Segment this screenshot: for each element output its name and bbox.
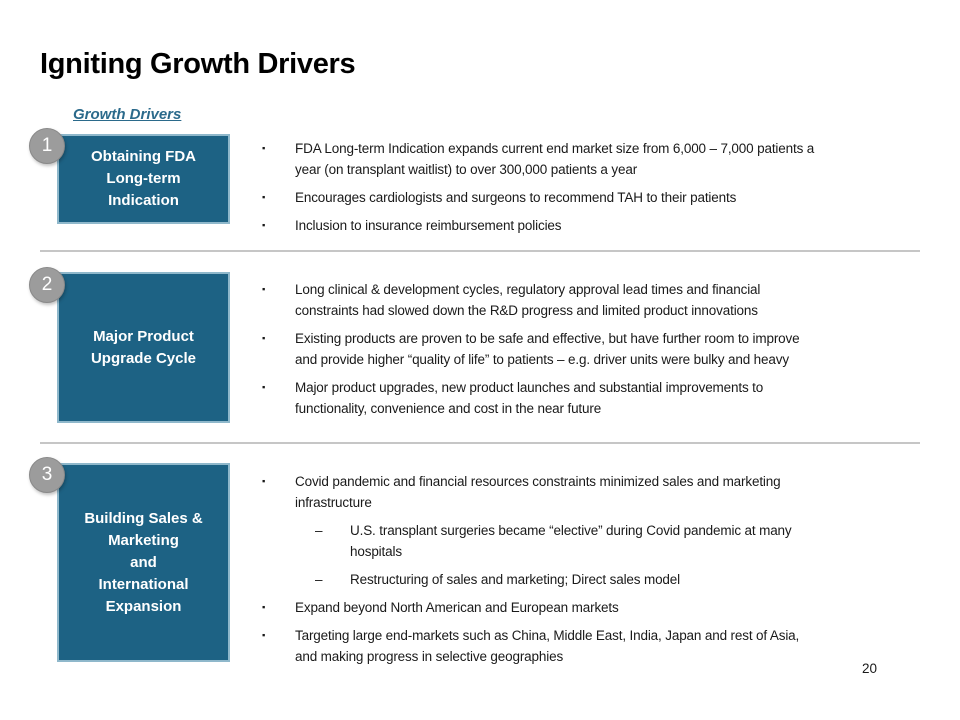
section-divider-1: [40, 250, 920, 252]
bullet-text: Major product upgrades, new product laun…: [295, 380, 764, 416]
bullet-square-icon: ▪: [262, 333, 266, 344]
bullet-item: ▪ Long clinical & development cycles, re…: [262, 279, 924, 321]
bullet-square-icon: ▪: [262, 630, 266, 641]
driver-box-2: Major Product Upgrade Cycle: [57, 272, 230, 423]
bullet-text: Encourages cardiologists and surgeons to…: [295, 190, 737, 205]
step-number-badge-1: 1: [29, 128, 65, 164]
bullet-item: ▪ FDA Long-term Indication expands curre…: [262, 138, 924, 180]
bullet-square-icon: ▪: [262, 192, 266, 203]
driver-box-3: Building Sales & Marketing and Internati…: [57, 463, 230, 662]
bullet-square-icon: ▪: [262, 382, 266, 393]
bullet-text: FDA Long-term Indication expands current…: [295, 141, 815, 177]
bullet-list-2: ▪ Long clinical & development cycles, re…: [262, 279, 924, 426]
bullet-item: ▪ Encourages cardiologists and surgeons …: [262, 187, 924, 208]
step-number-badge-3: 3: [29, 457, 65, 493]
bullet-item: ▪ Existing products are proven to be saf…: [262, 328, 924, 370]
bullet-text: Covid pandemic and financial resources c…: [295, 474, 781, 510]
bullet-item: ▪ Targeting large end-markets such as Ch…: [262, 625, 924, 667]
bullet-item: ▪ Inclusion to insurance reimbursement p…: [262, 215, 924, 236]
growth-drivers-heading: Growth Drivers: [73, 106, 182, 123]
bullet-square-icon: ▪: [262, 602, 266, 613]
driver-box-1: Obtaining FDA Long-term Indication: [57, 134, 230, 224]
bullet-item: ▪ Expand beyond North American and Europ…: [262, 597, 924, 618]
bullet-list-1: ▪ FDA Long-term Indication expands curre…: [262, 138, 924, 243]
sub-bullet-text: Restructuring of sales and marketing; Di…: [350, 572, 680, 587]
bullet-list-3: ▪ Covid pandemic and financial resources…: [262, 471, 924, 674]
section-divider-2: [40, 442, 920, 444]
bullet-square-icon: ▪: [262, 143, 266, 154]
step-number-badge-2: 2: [29, 267, 65, 303]
page-number: 20: [862, 661, 878, 676]
dash-icon: –: [315, 523, 323, 538]
bullet-item: ▪ Major product upgrades, new product la…: [262, 377, 924, 419]
sub-bullet-item: – U.S. transplant surgeries became “elec…: [315, 520, 924, 562]
bullet-text: Long clinical & development cycles, regu…: [295, 282, 761, 318]
bullet-text: Targeting large end-markets such as Chin…: [295, 628, 800, 664]
bullet-text: Expand beyond North American and Europea…: [295, 600, 619, 615]
bullet-square-icon: ▪: [262, 476, 266, 487]
step-number-1: 1: [41, 135, 53, 156]
step-number-2: 2: [41, 274, 53, 295]
driver-box-1-label: Obtaining FDA Long-term Indication: [91, 148, 196, 209]
driver-box-3-label: Building Sales & Marketing and Internati…: [84, 509, 203, 615]
bullet-square-icon: ▪: [262, 220, 266, 231]
bullet-text: Inclusion to insurance reimbursement pol…: [295, 218, 562, 233]
bullet-square-icon: ▪: [262, 284, 266, 295]
dash-icon: –: [315, 572, 323, 587]
bullet-text: Existing products are proven to be safe …: [295, 331, 800, 367]
sub-bullet-text: U.S. transplant surgeries became “electi…: [350, 523, 792, 559]
bullet-item: ▪ Covid pandemic and financial resources…: [262, 471, 924, 513]
slide-title: Igniting Growth Drivers: [40, 48, 356, 80]
step-number-3: 3: [41, 464, 53, 485]
driver-box-2-label: Major Product Upgrade Cycle: [90, 327, 197, 367]
sub-bullet-item: – Restructuring of sales and marketing; …: [315, 569, 924, 590]
